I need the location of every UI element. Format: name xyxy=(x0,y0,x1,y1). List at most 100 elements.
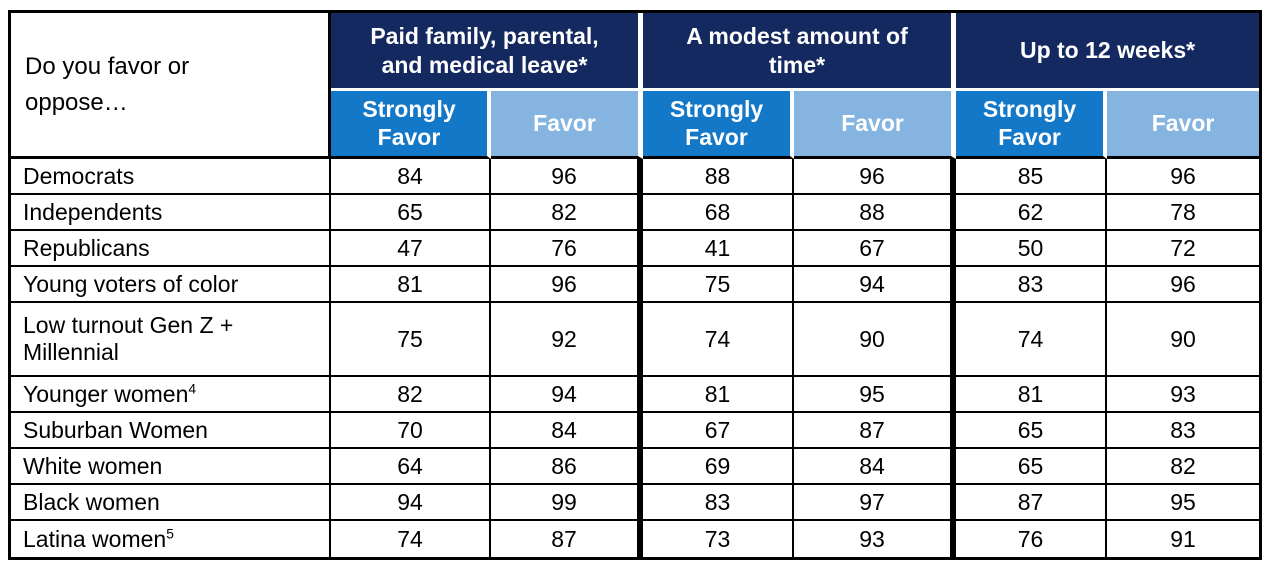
row-label-text: Low turnout Gen Z + Millennial xyxy=(23,312,234,365)
value-cell: 83 xyxy=(643,485,794,521)
value-cell: 68 xyxy=(643,195,794,231)
subheader-strongly-favor-3: Strongly Favor xyxy=(956,91,1108,159)
value-cell: 87 xyxy=(794,413,957,449)
value-cell: 64 xyxy=(331,449,491,485)
value-cell: 96 xyxy=(491,159,643,195)
col-group-modest-amount-of-time: A modest amount of time* xyxy=(643,13,957,91)
row-label-text: Independents xyxy=(23,198,163,225)
value-cell: 47 xyxy=(331,231,491,267)
value-cell: 41 xyxy=(643,231,794,267)
table-row: Low turnout Gen Z + Millennial 75 92 74 … xyxy=(11,303,1260,377)
table-row: Republicans 47 76 41 67 50 72 xyxy=(11,231,1260,267)
value-cell: 78 xyxy=(1107,195,1260,231)
value-cell: 93 xyxy=(794,521,957,557)
row-label-superscript: 4 xyxy=(188,380,197,396)
subheader-favor-2: Favor xyxy=(794,91,957,159)
row-label-text: Latina women xyxy=(23,525,167,552)
value-cell: 67 xyxy=(643,413,794,449)
row-label: Independents xyxy=(11,195,331,231)
value-cell: 94 xyxy=(794,267,957,303)
value-cell: 94 xyxy=(331,485,491,521)
value-cell: 67 xyxy=(794,231,957,267)
value-cell: 88 xyxy=(643,159,794,195)
col-group-paid-family-leave: Paid family, parental, and medical leave… xyxy=(331,13,643,91)
row-label-text: Suburban Women xyxy=(23,416,208,443)
favor-oppose-table: Do you favor or oppose… Paid family, par… xyxy=(8,10,1263,560)
value-cell: 96 xyxy=(1107,267,1260,303)
value-cell: 93 xyxy=(1107,377,1260,413)
row-label-text: White women xyxy=(23,452,163,479)
table-row: White women 64 86 69 84 65 82 xyxy=(11,449,1260,485)
value-cell: 76 xyxy=(491,231,643,267)
col-group-up-to-12-weeks: Up to 12 weeks* xyxy=(956,13,1260,91)
value-cell: 82 xyxy=(331,377,491,413)
value-cell: 84 xyxy=(794,449,957,485)
subheader-favor-1: Favor xyxy=(491,91,643,159)
value-cell: 81 xyxy=(956,377,1108,413)
value-cell: 74 xyxy=(331,521,491,557)
table-row: Younger women4 82 94 81 95 81 93 xyxy=(11,377,1260,413)
value-cell: 95 xyxy=(794,377,957,413)
row-label: Younger women4 xyxy=(11,377,331,413)
value-cell: 96 xyxy=(491,267,643,303)
value-cell: 90 xyxy=(1107,303,1260,377)
table-row: Black women 94 99 83 97 87 95 xyxy=(11,485,1260,521)
value-cell: 84 xyxy=(331,159,491,195)
row-label-text: Younger women xyxy=(23,380,189,407)
value-cell: 86 xyxy=(491,449,643,485)
value-cell: 84 xyxy=(491,413,643,449)
value-cell: 65 xyxy=(331,195,491,231)
value-cell: 97 xyxy=(794,485,957,521)
value-cell: 76 xyxy=(956,521,1108,557)
row-label: Low turnout Gen Z + Millennial xyxy=(11,303,331,377)
subheader-strongly-favor-2: Strongly Favor xyxy=(643,91,794,159)
value-cell: 92 xyxy=(491,303,643,377)
subheader-strongly-favor-1: Strongly Favor xyxy=(331,91,491,159)
value-cell: 96 xyxy=(794,159,957,195)
value-cell: 74 xyxy=(956,303,1108,377)
value-cell: 82 xyxy=(491,195,643,231)
value-cell: 82 xyxy=(1107,449,1260,485)
header-sub-row: Strongly Favor Favor Strongly Favor Favo… xyxy=(11,91,1260,159)
value-cell: 96 xyxy=(1107,159,1260,195)
value-cell: 81 xyxy=(331,267,491,303)
row-label: Young voters of color xyxy=(11,267,331,303)
value-cell: 65 xyxy=(956,413,1108,449)
corner-header: Do you favor or oppose… xyxy=(11,13,331,159)
header-group-row: Do you favor or oppose… Paid family, par… xyxy=(11,13,1260,159)
value-cell: 70 xyxy=(331,413,491,449)
value-cell: 62 xyxy=(956,195,1108,231)
row-label-text: Young voters of color xyxy=(23,270,239,297)
value-cell: 95 xyxy=(1107,485,1260,521)
value-cell: 73 xyxy=(643,521,794,557)
table-row: Latina women5 74 87 73 93 76 91 xyxy=(11,521,1260,557)
row-label: Suburban Women xyxy=(11,413,331,449)
value-cell: 90 xyxy=(794,303,957,377)
value-cell: 75 xyxy=(643,267,794,303)
row-label-text: Republicans xyxy=(23,234,150,261)
row-label: Latina women5 xyxy=(11,521,331,557)
value-cell: 83 xyxy=(956,267,1108,303)
value-cell: 87 xyxy=(956,485,1108,521)
value-cell: 65 xyxy=(956,449,1108,485)
value-cell: 72 xyxy=(1107,231,1260,267)
row-label-text: Democrats xyxy=(23,162,135,189)
row-label: Black women xyxy=(11,485,331,521)
row-label: White women xyxy=(11,449,331,485)
table-row: Democrats 84 96 88 96 85 96 xyxy=(11,159,1260,195)
row-label-text: Black women xyxy=(23,488,160,515)
value-cell: 94 xyxy=(491,377,643,413)
row-label: Republicans xyxy=(11,231,331,267)
value-cell: 81 xyxy=(643,377,794,413)
value-cell: 83 xyxy=(1107,413,1260,449)
value-cell: 50 xyxy=(956,231,1108,267)
subheader-favor-3: Favor xyxy=(1107,91,1260,159)
value-cell: 87 xyxy=(491,521,643,557)
table-row: Young voters of color 81 96 75 94 83 96 xyxy=(11,267,1260,303)
value-cell: 69 xyxy=(643,449,794,485)
table-row: Independents 65 82 68 88 62 78 xyxy=(11,195,1260,231)
value-cell: 74 xyxy=(643,303,794,377)
row-label: Democrats xyxy=(11,159,331,195)
value-cell: 75 xyxy=(331,303,491,377)
